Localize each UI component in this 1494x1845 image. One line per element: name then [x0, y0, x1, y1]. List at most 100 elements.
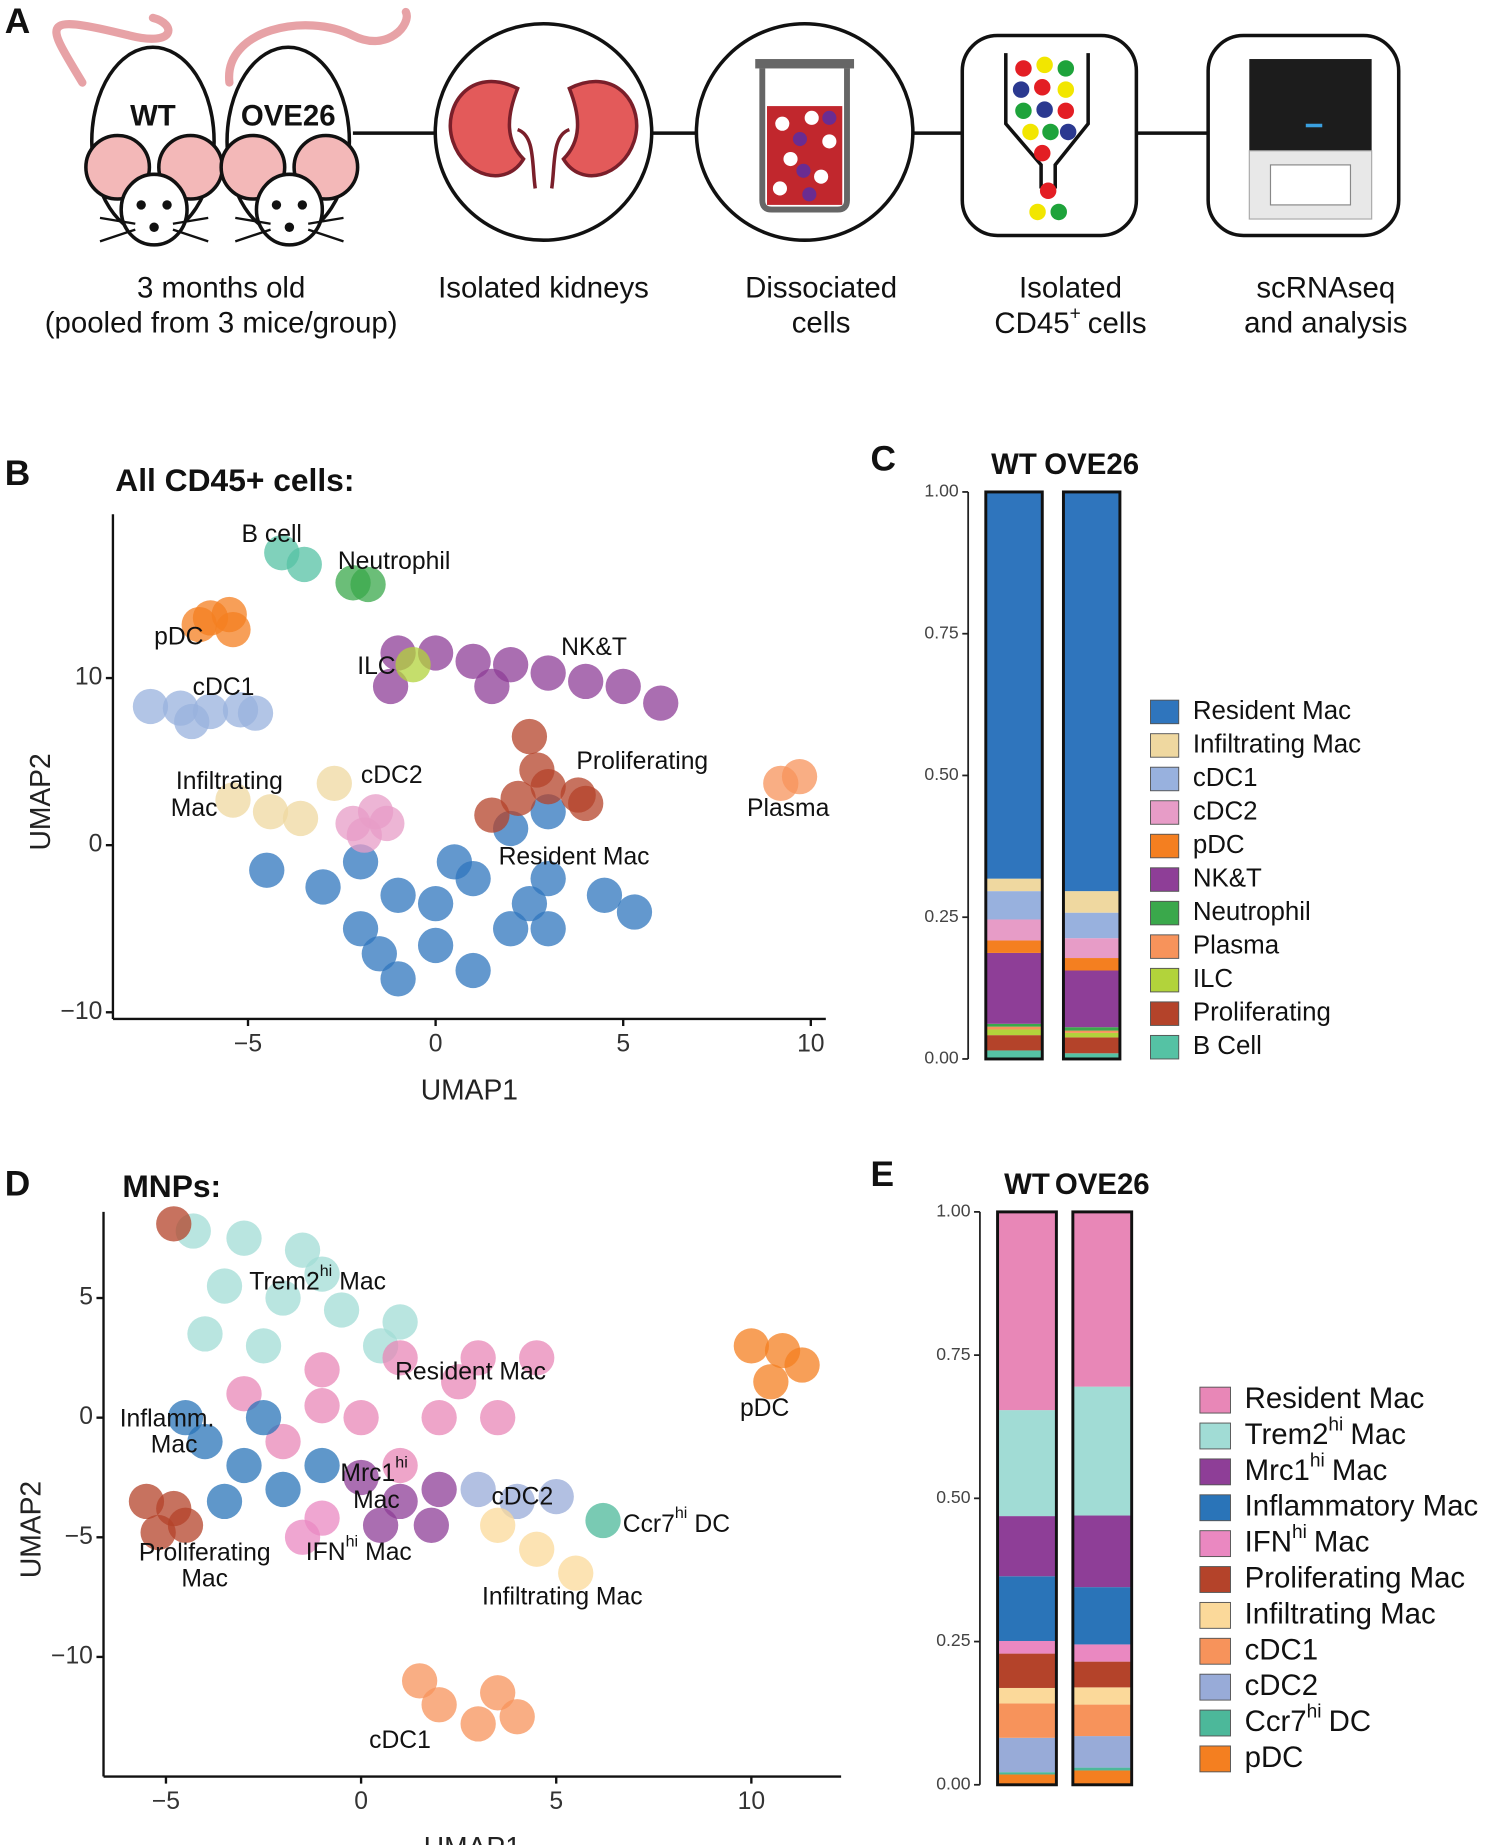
legend-entry: Inflammatory Mac — [1245, 1490, 1479, 1523]
y-tick-label: 0 — [79, 1403, 93, 1430]
point — [530, 911, 566, 947]
bar-segment — [997, 1687, 1057, 1704]
label-part: IFN — [1245, 1525, 1292, 1558]
label-part: Mac — [1350, 1418, 1406, 1451]
point — [382, 1483, 418, 1520]
panel-label: D — [5, 1164, 30, 1203]
bar-segment — [1072, 1644, 1132, 1662]
panel-label: E — [871, 1155, 895, 1194]
bar-outline — [996, 1210, 1058, 1787]
bar-segment — [1063, 491, 1120, 892]
y-axis-label: UMAP2 — [14, 1481, 46, 1578]
label: Mac — [151, 1432, 198, 1459]
label-part: Resident Mac — [1245, 1382, 1425, 1415]
label: Mac — [181, 1566, 228, 1593]
legend-entry: cDC2 — [1193, 797, 1258, 825]
legend-swatch — [1199, 1422, 1231, 1450]
label-part: DC — [694, 1510, 730, 1537]
label: pDC — [740, 1395, 789, 1422]
point — [382, 1447, 418, 1484]
bar-segment — [1063, 1030, 1120, 1033]
point — [585, 1502, 621, 1539]
point — [530, 794, 566, 830]
point — [265, 1280, 301, 1316]
category-label: WT — [991, 448, 1037, 481]
label: cDC1 — [193, 674, 255, 701]
point — [343, 1400, 379, 1436]
bar-segment — [1072, 1587, 1132, 1645]
point — [249, 852, 285, 888]
legend-entry: Resident Mac — [1245, 1382, 1425, 1415]
bar-segment — [997, 1772, 1057, 1775]
point — [421, 1400, 457, 1436]
legend-swatch — [1199, 1745, 1231, 1773]
bar-segment — [985, 1026, 1043, 1030]
point — [586, 877, 623, 913]
point — [455, 643, 491, 679]
bar-segment — [1072, 1767, 1132, 1771]
label-part: pDC — [1193, 831, 1245, 859]
legend-entry: Resident Mac — [1193, 697, 1351, 725]
legend-swatch — [1199, 1494, 1231, 1522]
label: Infiltrating Mac — [482, 1583, 643, 1610]
bar-segment — [1063, 958, 1120, 971]
bar-segment — [985, 1029, 1043, 1036]
y-tick-label: −10 — [51, 1642, 93, 1669]
panel-label: A — [5, 2, 30, 41]
point — [187, 1316, 223, 1352]
category-label: WT — [1004, 1168, 1050, 1201]
label: pDC — [154, 623, 203, 650]
bar-segment — [997, 1774, 1057, 1785]
point — [382, 1340, 418, 1376]
point — [436, 844, 473, 880]
bar-segment — [1063, 938, 1120, 959]
label: B cell — [242, 521, 302, 548]
label: and analysis — [1244, 307, 1407, 340]
legend-entry: Infiltrating Mac — [1193, 730, 1361, 758]
x-tick-label: 10 — [797, 1030, 824, 1057]
label-part: hi — [1292, 1522, 1307, 1543]
label: Infiltrating — [176, 768, 283, 795]
y-tick-label: 0.50 — [936, 1487, 971, 1507]
point — [519, 1340, 555, 1376]
panel-label: C — [871, 440, 896, 479]
legend-entry: cDC1 — [1193, 764, 1258, 792]
label: cDC2 — [361, 762, 423, 789]
point — [460, 1340, 496, 1376]
legend-swatch — [1199, 1530, 1231, 1558]
point — [304, 1256, 340, 1292]
point — [282, 800, 319, 837]
bar-segment — [997, 1516, 1057, 1577]
bar-segment — [985, 491, 1043, 879]
point — [128, 1483, 165, 1520]
point — [342, 911, 379, 947]
point — [417, 927, 454, 964]
label-part: hi — [1328, 1414, 1343, 1435]
point — [206, 1268, 243, 1304]
label-part: + — [1070, 303, 1081, 324]
legend-swatch — [1150, 1001, 1180, 1026]
point — [174, 703, 210, 740]
point — [558, 1555, 594, 1591]
point — [643, 685, 679, 721]
label: Proliferating — [576, 748, 708, 775]
label: Isolated kidneys — [438, 271, 649, 304]
point — [380, 961, 416, 997]
legend-entry: Proliferating — [1193, 999, 1331, 1027]
label-part: DC — [1329, 1705, 1371, 1738]
point — [421, 1471, 457, 1508]
label-part: Resident Mac — [1193, 697, 1351, 725]
point — [499, 1699, 535, 1735]
y-tick-label: 0.75 — [924, 622, 959, 642]
legend-entry: IFNhi Mac — [1245, 1522, 1370, 1558]
label: scRNAseq — [1256, 271, 1395, 304]
category-label: OVE26 — [1055, 1168, 1150, 1201]
label: Neutrophil — [338, 548, 451, 575]
point — [304, 1447, 340, 1484]
mouse-label: WT — [130, 100, 176, 133]
point — [284, 1232, 321, 1268]
legend-swatch — [1199, 1601, 1231, 1629]
label-part: Mrc1 — [340, 1460, 395, 1487]
label-part: hi — [320, 1262, 333, 1280]
